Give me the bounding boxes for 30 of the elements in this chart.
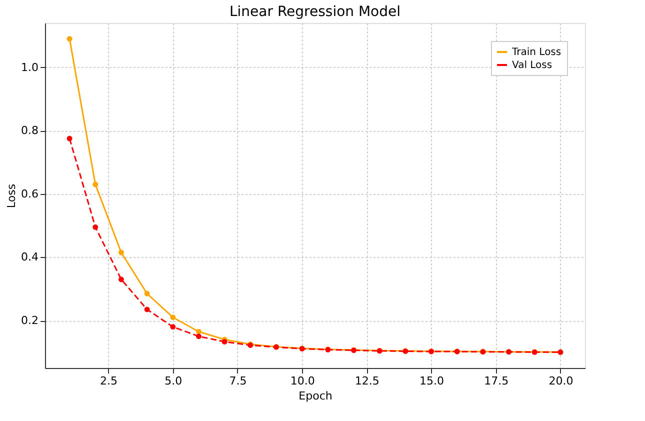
point: [144, 290, 150, 296]
y-tick-label: 0.6: [21, 187, 38, 200]
point: [66, 136, 72, 142]
x-tick-label: 15.0: [420, 374, 444, 388]
point: [196, 334, 202, 340]
x-tick-label: 12.5: [354, 374, 380, 388]
point: [170, 324, 176, 330]
point: [66, 36, 72, 42]
y-tick-label: 1.0: [21, 60, 38, 74]
y-tick-label: 0.2: [21, 314, 38, 328]
y-tick-label: 0.4: [21, 250, 38, 264]
legend-label: Train Loss: [511, 47, 562, 58]
y-axis-title: Loss: [5, 184, 18, 208]
point: [170, 314, 176, 320]
x-tick-label: 5.0: [164, 374, 182, 388]
x-tick-label: 17.5: [484, 374, 509, 388]
x-tick-label: 7.5: [229, 374, 247, 388]
chart-title: Linear Regression Model: [229, 4, 401, 20]
point: [144, 306, 150, 312]
point: [92, 182, 98, 188]
point: [118, 276, 124, 282]
x-axis-title: Epoch: [298, 390, 332, 402]
point: [92, 224, 98, 230]
y-tick-label: 0.8: [21, 124, 38, 138]
legend-label: Val Loss: [512, 60, 552, 71]
x-tick-label: 20.0: [548, 374, 574, 388]
point: [196, 328, 202, 334]
x-tick-label: 2.5: [100, 374, 118, 388]
point: [118, 250, 124, 256]
x-tick-label: 10.0: [290, 374, 315, 388]
